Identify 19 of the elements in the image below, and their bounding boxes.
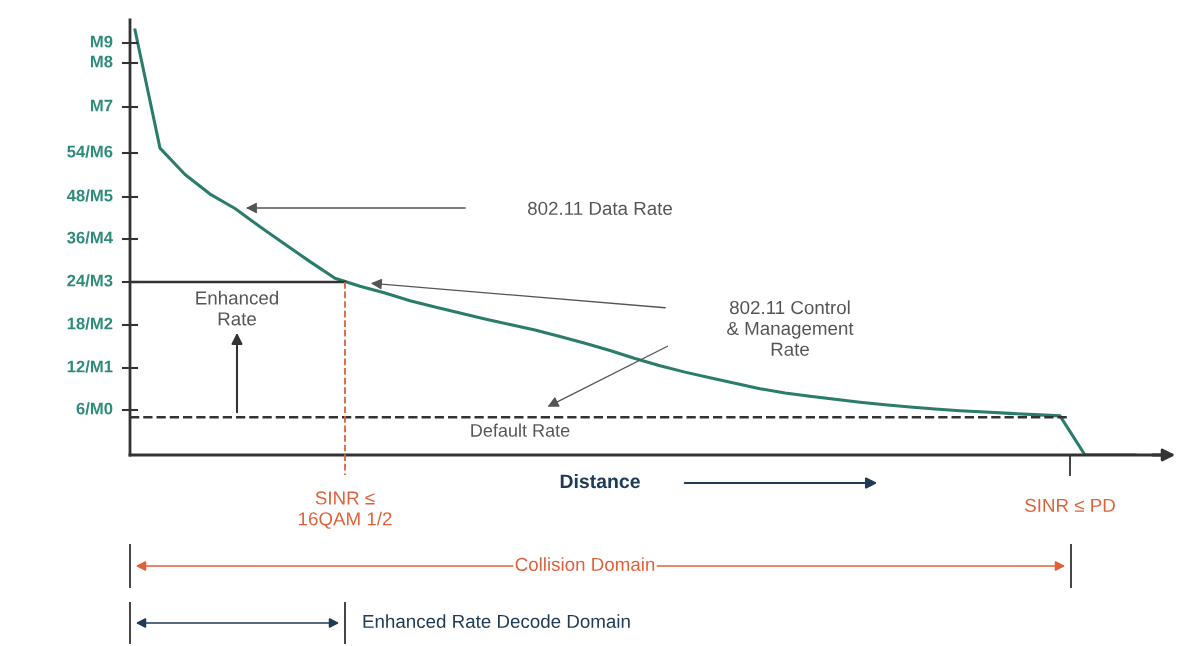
text: 6/M0 bbox=[76, 402, 113, 415]
text: 48/M5 bbox=[66, 189, 113, 202]
ref-line-label: Default Rate bbox=[471, 423, 570, 437]
text: Enhanced Rate Decode Domain bbox=[363, 614, 630, 629]
annotation: Enhanced Rate bbox=[196, 290, 279, 326]
text: SINR ≤ PD bbox=[1025, 498, 1115, 513]
x-axis-title: Distance bbox=[560, 473, 640, 489]
text: M8 bbox=[90, 55, 113, 68]
text: M7 bbox=[90, 99, 113, 112]
annotation: 802.11 Data Rate bbox=[528, 201, 672, 216]
text: 36/M4 bbox=[67, 231, 113, 244]
text: M9 bbox=[90, 35, 113, 48]
text: 24/M3 bbox=[67, 274, 113, 287]
text: 18/M2 bbox=[67, 317, 113, 330]
text: 12/M1 bbox=[67, 360, 113, 373]
text: Collision Domain bbox=[515, 557, 655, 572]
text: SINR ≤ 16QAM 1/2 bbox=[299, 491, 392, 529]
text: 54/M6 bbox=[67, 145, 113, 158]
annotation: 802.11 Control & Management Rate bbox=[727, 300, 854, 356]
